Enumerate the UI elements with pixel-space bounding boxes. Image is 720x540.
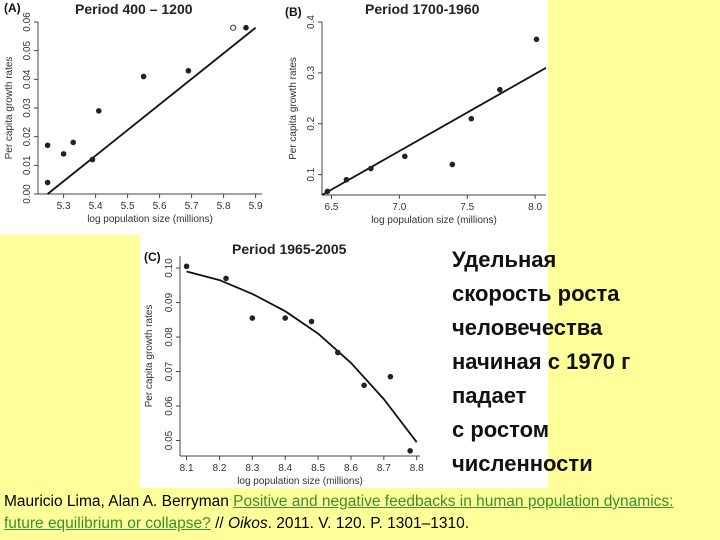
- y-tick-label: 0.00: [22, 184, 33, 204]
- citation-title-link[interactable]: Positive and negative feedbacks in human…: [4, 493, 674, 532]
- chart-title: Period 1965-2005: [232, 241, 347, 257]
- x-tick-label: 8.1: [180, 463, 194, 474]
- x-tick-label: 8.8: [410, 463, 424, 474]
- chart-B: 6.5 7.0 7.5 8.0 0.1 0.2 0.3 0.4 (B) Period 1700-1…: [285, 1, 547, 226]
- citation-separator: //: [210, 515, 229, 532]
- x-tick-label: 8.4: [278, 463, 292, 474]
- x-tick-label: 5.4: [89, 201, 103, 212]
- y-tick-label: 0.07: [164, 361, 175, 381]
- x-tick-label: 8.5: [311, 463, 325, 474]
- citation-journal: Oikos: [228, 515, 268, 532]
- data-point: [70, 139, 76, 146]
- x-tick-label: 5.6: [153, 201, 167, 212]
- data-point: [282, 315, 289, 321]
- y-tick-label: 0.08: [164, 327, 175, 347]
- data-point: [449, 161, 456, 168]
- data-point: [60, 151, 67, 157]
- x-tick-label: 8.7: [377, 463, 391, 474]
- data-point: [343, 176, 350, 183]
- data-point-open: [230, 24, 237, 31]
- y-tick-label: 0.02: [22, 126, 33, 146]
- data-point: [407, 448, 413, 454]
- chart-title: Period 400 – 1200: [75, 1, 193, 17]
- panel-label: (A): [4, 1, 21, 15]
- panel-label: (C): [144, 250, 161, 264]
- side-text-line: с ростом: [452, 417, 550, 442]
- data-point: [402, 153, 408, 160]
- figure-gap: [0, 235, 140, 488]
- y-tick-label: 0.2: [306, 116, 317, 130]
- x-axis-label: log population size (millions): [87, 214, 213, 225]
- citation-details: . 2011. V. 120. P. 1301–1310.: [267, 515, 470, 532]
- fit-line: [321, 67, 547, 196]
- data-point: [183, 263, 190, 270]
- x-tick-label: 8.6: [344, 463, 358, 474]
- data-point: [533, 36, 540, 43]
- side-text: Удельная скорость роста человечества нач…: [452, 243, 714, 481]
- y-axis-label: Per capita growth rates: [288, 57, 299, 160]
- x-tick-label: 8.0: [528, 202, 542, 213]
- data-point: [308, 318, 315, 325]
- citation: Mauricio Lima, Alan A. Berryman Positive…: [4, 491, 716, 535]
- citation-authors: Mauricio Lima, Alan A. Berryman: [4, 493, 234, 510]
- x-axis-label: log population size (millions): [371, 215, 497, 226]
- x-tick-label: 5.7: [185, 201, 199, 212]
- y-tick-label: 0.3: [306, 65, 317, 79]
- y-tick-label: 0.10: [164, 258, 175, 278]
- y-axis-label: Per capita growth rates: [144, 305, 155, 408]
- x-tick-label: 8.3: [245, 463, 259, 474]
- data-point: [44, 179, 51, 186]
- data-point: [249, 315, 256, 321]
- x-tick-label: 7.5: [460, 202, 474, 213]
- y-tick-label: 0.03: [22, 98, 33, 118]
- chart-A: 5.3 5.4 5.5 5.6 5.7 5.8 5.9 0.00 0.01 0.02 0.03 0.0…: [4, 1, 263, 225]
- data-point: [223, 275, 229, 282]
- chart-title: Period 1700-1960: [365, 1, 480, 17]
- side-text-line: Удельная: [452, 247, 557, 272]
- y-tick-label: 0.09: [164, 292, 175, 312]
- y-tick-label: 0.1: [306, 167, 317, 181]
- data-point: [89, 156, 96, 163]
- y-axis-label: Per capita growth rates: [4, 57, 15, 160]
- data-point: [335, 349, 341, 356]
- y-tick-label: 0.04: [22, 69, 33, 89]
- data-point: [361, 382, 367, 389]
- x-tick-label: 5.9: [249, 201, 263, 212]
- fit-line: [47, 27, 257, 195]
- data-point: [368, 165, 374, 172]
- data-point: [243, 24, 249, 31]
- data-point: [44, 142, 51, 149]
- data-point: [140, 73, 147, 80]
- data-point: [468, 115, 475, 122]
- x-tick-label: 5.3: [57, 201, 71, 212]
- x-tick-label: 5.5: [121, 201, 135, 212]
- side-text-line: человечества: [452, 315, 603, 340]
- chart-C: 8.1 8.2 8.3 8.4 8.5 8.6 8.7 8.8 0.05 0.06 0.07 0.08…: [144, 241, 424, 487]
- side-text-line: падает: [452, 383, 527, 408]
- data-point: [387, 373, 394, 380]
- x-tick-label: 7.0: [392, 202, 406, 213]
- y-tick-label: 0.05: [164, 430, 175, 450]
- y-tick-label: 0.05: [22, 40, 33, 60]
- x-tick-label: 8.2: [212, 463, 226, 474]
- x-axis-label: log population size (millions): [237, 476, 363, 487]
- panel-label: (B): [285, 5, 302, 19]
- side-text-line: скорость роста: [452, 281, 620, 306]
- data-point: [96, 108, 102, 114]
- y-tick-label: 0.01: [22, 155, 33, 175]
- y-tick-label: 0.4: [306, 15, 317, 29]
- fit-curve: [186, 270, 418, 443]
- x-tick-label: 5.8: [217, 201, 231, 212]
- x-tick-label: 6.5: [325, 202, 339, 213]
- side-text-line: начиная с 1970 г: [452, 349, 631, 374]
- data-point: [497, 86, 503, 93]
- side-text-line: численности: [452, 451, 593, 476]
- data-point: [324, 188, 331, 195]
- data-point: [185, 67, 192, 74]
- y-tick-label: 0.06: [164, 396, 175, 416]
- y-tick-label: 0.06: [22, 12, 33, 32]
